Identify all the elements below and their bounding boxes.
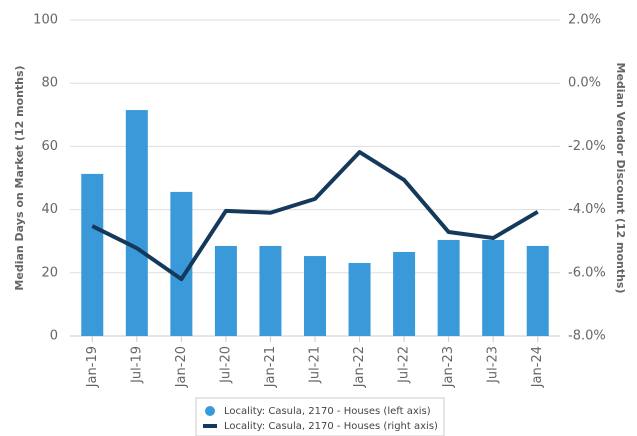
y2-tick-label: -2.0% bbox=[568, 139, 606, 154]
x-tick-label: Jul-23 bbox=[486, 346, 501, 384]
x-tick-label: Jan-20 bbox=[174, 346, 189, 388]
legend-text: Locality: Casula, 2170 - Houses (left ax… bbox=[224, 406, 431, 417]
y2-tick-label: 0.0% bbox=[568, 76, 601, 91]
y-tick-label: 40 bbox=[41, 202, 58, 217]
y-tick-label: 60 bbox=[41, 139, 58, 154]
bar bbox=[259, 245, 282, 336]
legend-marker bbox=[205, 406, 215, 416]
x-tick-label: Jan-23 bbox=[441, 346, 456, 388]
x-tick-label: Jan-24 bbox=[530, 346, 545, 388]
line bbox=[91, 150, 539, 282]
x-tick-label: Jan-22 bbox=[352, 346, 367, 388]
y2-axis-title: Median Vendor Discount (12 months) bbox=[614, 63, 627, 294]
x-tick-label: Jul-21 bbox=[308, 346, 323, 384]
y-tick-label: 100 bbox=[33, 13, 58, 28]
bar bbox=[214, 245, 237, 336]
bar bbox=[170, 191, 193, 336]
y-tick-label: 0 bbox=[50, 329, 58, 344]
bar bbox=[348, 263, 371, 336]
x-tick-label: Jul-20 bbox=[218, 346, 233, 384]
x-tick-label: Jan-19 bbox=[85, 346, 100, 388]
y2-tick-label: -6.0% bbox=[568, 265, 606, 280]
bar bbox=[526, 245, 549, 336]
y-axis-title: Median Days on Market (12 months) bbox=[13, 65, 26, 290]
bar bbox=[304, 256, 326, 336]
bar bbox=[482, 239, 505, 336]
y-tick-label: 20 bbox=[41, 265, 58, 280]
y2-tick-label: -4.0% bbox=[568, 202, 606, 217]
bar bbox=[437, 239, 460, 336]
legend-box bbox=[195, 397, 445, 436]
legend-text: Locality: Casula, 2170 - Houses (right a… bbox=[224, 421, 438, 432]
bar bbox=[393, 251, 416, 336]
y2-tick-label: 2.0% bbox=[568, 13, 601, 28]
x-tick-label: Jan-21 bbox=[263, 346, 278, 388]
bar bbox=[125, 110, 148, 336]
x-tick-label: Jul-19 bbox=[129, 346, 144, 384]
y-tick-label: 80 bbox=[41, 76, 58, 91]
legend-marker bbox=[203, 424, 217, 428]
x-tick-label: Jul-22 bbox=[397, 346, 412, 384]
y2-tick-label: -8.0% bbox=[568, 329, 606, 344]
bar bbox=[81, 173, 104, 336]
